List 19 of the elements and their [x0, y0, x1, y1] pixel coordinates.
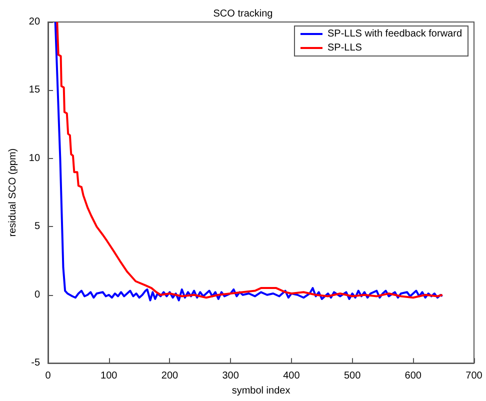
y-tick-label: 15 [28, 84, 40, 96]
x-tick-label: 700 [466, 370, 483, 382]
x-tick-label: 400 [283, 370, 300, 382]
legend-label: SP-LLS with feedback forward [327, 28, 462, 40]
y-axis-title: residual SCO (ppm) [8, 148, 18, 237]
x-tick-label: 0 [45, 370, 52, 382]
x-axis-title: symbol index [232, 386, 290, 396]
x-tick-label: 600 [404, 370, 422, 382]
y-tick-label: 20 [28, 16, 40, 28]
chart-title: SCO tracking [213, 8, 273, 20]
x-tick-label: 100 [100, 370, 118, 382]
y-tick-label: 0 [34, 289, 40, 300]
y-tick-label: 10 [28, 152, 40, 164]
x-tick-label: 300 [222, 370, 240, 382]
x-tick-label: 200 [161, 370, 179, 382]
y-tick-label: 5 [34, 221, 40, 232]
y-tick-label: -5 [31, 358, 40, 369]
legend-label: SP-LLS [327, 42, 362, 54]
x-tick-label: 500 [344, 370, 362, 382]
